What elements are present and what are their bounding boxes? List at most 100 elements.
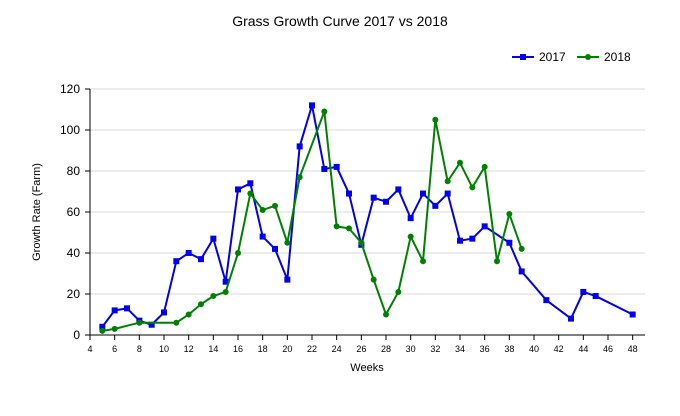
series-line-2018 <box>102 110 523 332</box>
x-axis-ticks: 4 6 8 10 12 14 16 18 20 22 24 26 28 30 32 34 36 38 40 42 44 4… <box>87 335 638 354</box>
data-point[interactable] <box>259 233 266 240</box>
data-point[interactable] <box>296 143 303 150</box>
data-point[interactable] <box>321 108 328 115</box>
data-point[interactable] <box>444 178 451 185</box>
x-tick-label: 42 <box>554 344 564 354</box>
data-point[interactable] <box>124 305 130 312</box>
x-tick-label: 10 <box>159 344 169 354</box>
data-point[interactable] <box>395 186 402 193</box>
data-point[interactable] <box>432 116 439 123</box>
data-point[interactable] <box>99 327 106 334</box>
x-tick-label: 18 <box>258 344 268 354</box>
data-point[interactable] <box>481 163 488 170</box>
data-point[interactable] <box>185 311 192 318</box>
y-tick-label: 100 <box>60 123 80 137</box>
data-point[interactable] <box>580 288 587 295</box>
x-tick-label: 12 <box>184 344 194 354</box>
data-point[interactable] <box>210 235 217 242</box>
data-point[interactable] <box>148 321 155 328</box>
data-point[interactable] <box>629 311 636 318</box>
data-point[interactable] <box>407 215 414 222</box>
data-point[interactable] <box>457 159 463 166</box>
data-point[interactable] <box>333 223 340 230</box>
data-point[interactable] <box>370 276 377 283</box>
x-tick-label: 44 <box>578 344 588 354</box>
data-point[interactable] <box>420 258 426 265</box>
data-point[interactable] <box>235 250 241 256</box>
legend: 2017 2018 <box>512 50 631 64</box>
legend-swatch-marker <box>520 54 526 60</box>
x-tick-label: 40 <box>529 344 539 354</box>
data-point[interactable] <box>111 307 118 314</box>
series-2017 <box>99 102 636 330</box>
y-tick-label: 0 <box>73 328 80 342</box>
data-point[interactable] <box>284 276 291 283</box>
y-tick-label: 60 <box>67 205 81 219</box>
x-tick-label: 4 <box>87 344 92 354</box>
y-axis-label: Growth Rate (Farm) <box>31 163 43 261</box>
chart-title: Grass Growth Curve 2017 vs 2018 <box>232 13 448 29</box>
data-point[interactable] <box>383 198 389 205</box>
data-point[interactable] <box>383 311 389 318</box>
data-point[interactable] <box>272 245 278 252</box>
y-tick-label: 120 <box>60 82 80 96</box>
data-point[interactable] <box>321 165 328 172</box>
data-point[interactable] <box>111 325 118 332</box>
x-tick-label: 26 <box>356 344 366 354</box>
data-point[interactable] <box>469 235 476 242</box>
data-point[interactable] <box>518 245 525 252</box>
data-point[interactable] <box>346 190 352 197</box>
data-point[interactable] <box>222 278 229 285</box>
data-point[interactable] <box>161 309 167 316</box>
data-point[interactable] <box>198 301 204 308</box>
data-point[interactable] <box>457 237 463 244</box>
data-point[interactable] <box>444 190 451 197</box>
data-point[interactable] <box>198 256 204 263</box>
data-point[interactable] <box>235 186 241 193</box>
data-point[interactable] <box>481 223 488 230</box>
gridlines <box>90 88 645 295</box>
data-point[interactable] <box>407 233 414 240</box>
data-point[interactable] <box>358 239 365 246</box>
data-point[interactable] <box>136 319 143 326</box>
data-point[interactable] <box>543 297 550 304</box>
data-point[interactable] <box>494 258 500 265</box>
data-point[interactable] <box>185 250 192 256</box>
data-point[interactable] <box>395 288 402 295</box>
x-tick-label: 6 <box>112 344 117 354</box>
data-point[interactable] <box>247 190 254 197</box>
legend-swatch-marker <box>585 54 591 60</box>
data-point[interactable] <box>173 319 180 326</box>
data-point[interactable] <box>432 202 439 209</box>
data-point[interactable] <box>420 190 426 197</box>
series-2018 <box>99 108 525 334</box>
legend-item-2018[interactable]: 2018 <box>577 50 631 64</box>
data-point[interactable] <box>333 163 340 170</box>
x-axis-label: Weeks <box>350 362 384 374</box>
x-tick-label: 8 <box>137 344 142 354</box>
data-point[interactable] <box>99 323 106 330</box>
data-point[interactable] <box>506 211 513 218</box>
legend-item-2017[interactable]: 2017 <box>512 50 566 64</box>
data-point[interactable] <box>284 239 291 246</box>
x-tick-label: 16 <box>233 344 243 354</box>
data-point[interactable] <box>247 180 254 187</box>
data-point[interactable] <box>259 206 266 213</box>
x-tick-label: 46 <box>603 344 613 354</box>
data-point[interactable] <box>506 239 513 246</box>
data-point[interactable] <box>272 202 278 209</box>
legend-label: 2018 <box>604 50 631 64</box>
data-point[interactable] <box>568 315 574 322</box>
data-point[interactable] <box>518 268 525 275</box>
data-point[interactable] <box>592 293 599 300</box>
data-point[interactable] <box>346 225 352 232</box>
data-point[interactable] <box>309 102 315 109</box>
data-point[interactable] <box>222 288 229 295</box>
data-point[interactable] <box>370 194 377 201</box>
data-point[interactable] <box>173 258 180 265</box>
x-tick-label: 20 <box>282 344 292 354</box>
data-point[interactable] <box>210 293 217 300</box>
data-point[interactable] <box>296 174 303 181</box>
x-tick-label: 34 <box>455 344 465 354</box>
data-point[interactable] <box>469 184 476 191</box>
